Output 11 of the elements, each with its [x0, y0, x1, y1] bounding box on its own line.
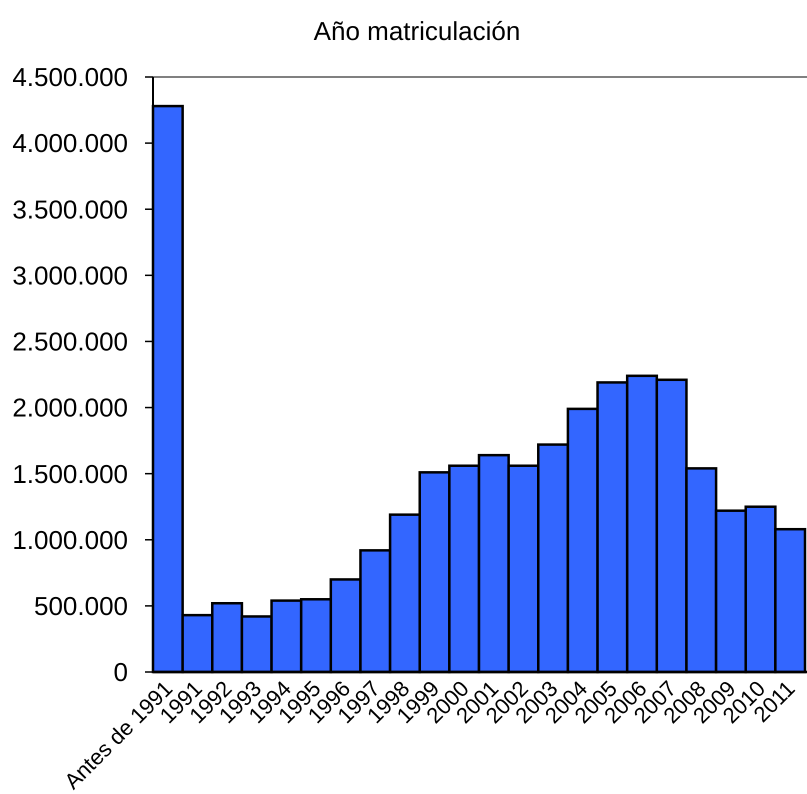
y-tick-label: 0: [114, 657, 128, 688]
y-tick-label: 3.000.000: [12, 260, 128, 290]
y-tick-label: 1.000.000: [12, 524, 128, 555]
chart-title: Año matriculación: [314, 16, 520, 46]
y-tick-label: 2.500.000: [12, 326, 128, 357]
y-tick-label: 500.000: [34, 590, 128, 621]
y-tick-label: 3.500.000: [12, 194, 128, 224]
y-tick-label: 1.500.000: [12, 458, 128, 489]
y-tick-label: 4.500.000: [12, 62, 128, 92]
y-tick-label: 4.000.000: [12, 128, 128, 158]
y-tick-label: 2.000.000: [12, 392, 128, 423]
